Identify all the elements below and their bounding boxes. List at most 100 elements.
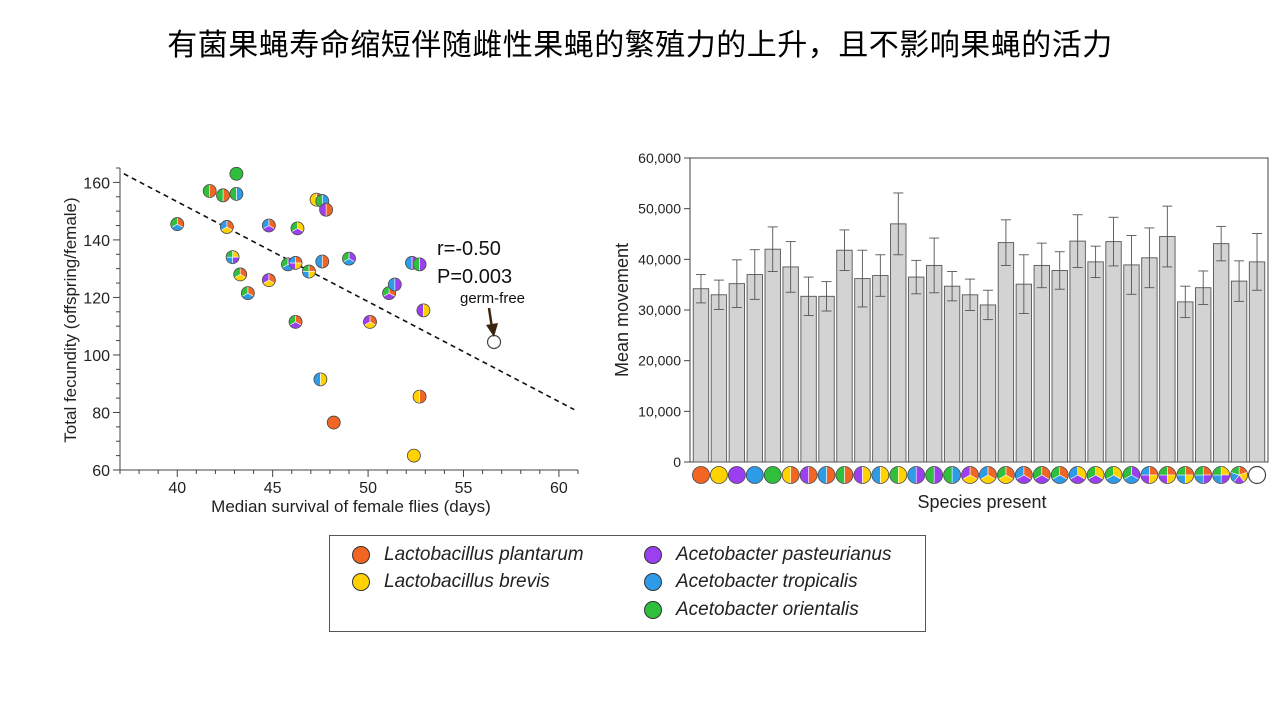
error-bar — [1000, 219, 1011, 266]
error-bar — [1090, 245, 1101, 279]
movement-bar — [692, 288, 710, 463]
scatter-point — [416, 303, 431, 318]
movement-bar — [1087, 261, 1104, 463]
error-bar — [1216, 225, 1227, 262]
species-composition-icon — [1014, 466, 1033, 484]
movement-bar — [818, 295, 835, 463]
error-bar — [1108, 216, 1119, 267]
movement-bar — [836, 249, 853, 463]
scatter-point — [288, 314, 303, 329]
movement-bar — [1248, 261, 1266, 463]
movement-bar — [872, 275, 889, 463]
scatter-point — [216, 188, 230, 203]
scatter-point — [202, 184, 217, 198]
species-composition-icon — [1194, 466, 1213, 484]
error-bar — [713, 279, 724, 310]
bar-y-axis-label: Mean movement — [612, 243, 632, 377]
pasteurianus-color-icon — [644, 546, 662, 564]
movement-bar — [1159, 236, 1176, 463]
movement-bar — [997, 242, 1015, 463]
error-bar — [1198, 270, 1209, 305]
bar-y-tick-label: 60,000 — [638, 150, 681, 166]
species-composition-icon — [1032, 466, 1051, 484]
species-composition-icon — [1050, 466, 1069, 484]
legend-label: Acetobacter orientalis — [676, 599, 859, 620]
germ-free-annotation: germ-free — [460, 290, 525, 307]
movement-bar — [979, 304, 997, 463]
scatter-point — [412, 389, 427, 404]
scatter-point — [290, 221, 305, 236]
movement-bar — [1212, 243, 1230, 463]
error-bar — [929, 237, 940, 294]
species-composition-icon — [871, 466, 890, 484]
scatter-point — [261, 218, 276, 233]
error-bar — [1072, 214, 1083, 268]
movement-bar — [782, 266, 799, 463]
orientalis-color-icon — [644, 601, 662, 619]
species-legend: Lactobacillus plantarum Lactobacillus br… — [329, 535, 926, 632]
scatter-point — [233, 267, 248, 282]
movement-bar — [746, 274, 763, 463]
movement-bar — [710, 294, 728, 463]
species-composition-icon — [817, 466, 836, 484]
error-bar — [731, 259, 742, 308]
scatter-point — [229, 166, 244, 181]
legend-label: Acetobacter tropicalis — [676, 571, 858, 592]
germ-free-arrow-icon — [486, 307, 498, 337]
error-bar — [893, 192, 904, 256]
species-composition-icon — [710, 466, 728, 484]
error-bar — [911, 259, 922, 295]
legend-label: Acetobacter pasteurianus — [676, 544, 892, 565]
species-composition-icon — [727, 466, 746, 484]
species-composition-icon — [979, 466, 997, 484]
species-composition-icon — [692, 466, 710, 484]
error-bar — [1126, 235, 1137, 295]
error-bar — [1054, 251, 1065, 290]
movement-bar — [890, 223, 907, 463]
movement-bar — [961, 294, 979, 463]
legend-item-brevis: Lactobacillus brevis — [352, 570, 550, 594]
error-bar — [785, 241, 796, 293]
tropicalis-color-icon — [644, 573, 662, 591]
legend-item-plantarum: Lactobacillus plantarum — [352, 543, 584, 567]
scatter-point — [319, 202, 334, 217]
movement-bar — [1105, 241, 1122, 463]
slide-title: 有菌果蝇寿命缩短伴随雌性果蝇的繁殖力的上升，且不影响果蝇的活力 — [167, 28, 1113, 63]
legend-item-tropicalis: Acetobacter tropicalis — [644, 570, 858, 594]
error-bar — [803, 276, 814, 317]
scatter-y-tick-label: 80 — [92, 405, 110, 422]
bar-y-tick-label: 0 — [673, 454, 681, 470]
scatter-point — [342, 251, 356, 266]
scatter-point — [406, 448, 421, 463]
species-composition-icon — [1176, 466, 1195, 484]
movement-bar — [908, 276, 925, 463]
scatter-y-tick-label: 100 — [83, 348, 110, 365]
legend-item-pasteurianus: Acetobacter pasteurianus — [644, 543, 891, 567]
movement-bar — [1069, 240, 1086, 463]
species-composition-icon — [1230, 466, 1248, 484]
species-composition-icon — [997, 466, 1015, 484]
p-value-annotation: P=0.003 — [437, 266, 512, 288]
error-bar — [821, 281, 832, 312]
species-composition-icon — [925, 466, 944, 484]
scatter-x-tick-label: 55 — [455, 480, 473, 497]
movement-bar — [728, 283, 746, 463]
error-bar — [767, 226, 778, 272]
error-bar — [839, 229, 850, 271]
scatter-point — [412, 257, 427, 272]
species-composition-icon — [1140, 466, 1159, 484]
legend-label: Lactobacillus brevis — [384, 571, 550, 592]
scatter-x-axis-label: Median survival of female flies (days) — [211, 497, 491, 516]
scatter-point — [261, 273, 276, 288]
scatter-y-tick-label: 160 — [83, 175, 110, 192]
species-composition-icon — [799, 466, 818, 484]
error-bar — [875, 254, 886, 297]
species-composition-icon — [1212, 466, 1231, 484]
scatter-point — [387, 277, 402, 292]
species-composition-icon — [763, 466, 782, 484]
species-composition-icon — [961, 466, 979, 484]
error-bar — [1144, 227, 1155, 289]
species-composition-icon — [907, 466, 926, 484]
movement-bar — [925, 264, 943, 463]
movement-bar — [943, 285, 961, 463]
